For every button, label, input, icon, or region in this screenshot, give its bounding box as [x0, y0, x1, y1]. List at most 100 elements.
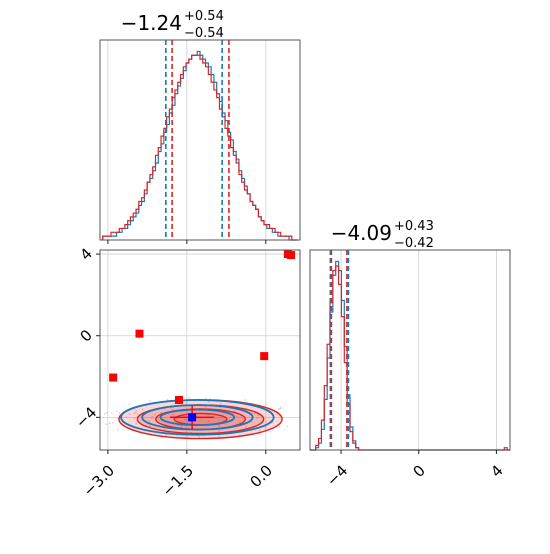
scatter-x-tick-label: −3.0 — [80, 462, 118, 500]
scatter-sample-point — [188, 396, 190, 399]
scatter-sample-point — [106, 412, 108, 414]
scatter-sample-point — [217, 425, 220, 428]
scatter-marker — [109, 373, 118, 382]
right-frame — [309, 249, 511, 451]
right-title-value: −4.09 — [331, 221, 392, 245]
scatter-sample-point — [279, 407, 282, 410]
scatter-sample-point — [264, 427, 267, 429]
scatter-panel: −3.0 −1.5 0.0 −4 0 4 — [72, 245, 301, 500]
scatter-sample-point — [133, 412, 136, 415]
scatter-sample-point — [204, 397, 207, 400]
scatter-x-tick-label: 0.0 — [246, 462, 276, 492]
scatter-sample-point — [207, 400, 210, 403]
scatter-marker — [188, 413, 197, 422]
scatter-sample-point — [118, 412, 121, 414]
right-x-tick-label: 4 — [487, 462, 506, 481]
scatter-sample-point — [278, 408, 281, 411]
top-hist-blue — [102, 50, 298, 241]
scatter-sample-point — [253, 413, 256, 416]
scatter-sample-point — [148, 420, 151, 422]
scatter-sample-point — [238, 419, 241, 422]
right-x-tick-label: −4 — [323, 462, 351, 490]
scatter-marker — [260, 352, 269, 361]
scatter-x-tick-label: −1.5 — [159, 462, 197, 500]
scatter-sample-point — [245, 426, 247, 429]
scatter-sample-point — [180, 425, 183, 428]
scatter-sample-point — [148, 425, 151, 428]
scatter-sample-point — [219, 402, 222, 405]
right-hist-red — [310, 265, 510, 451]
scatter-sample-point — [103, 413, 106, 415]
scatter-y-tick-label: 4 — [76, 245, 95, 264]
top-frame — [99, 39, 301, 241]
scatter-y-tick-label: 0 — [76, 326, 95, 345]
top-title-upper: +0.54 — [184, 9, 224, 24]
scatter-sample-point — [134, 411, 137, 414]
scatter-sample-point — [165, 434, 168, 436]
scatter-y-tick-label: −4 — [72, 403, 100, 431]
scatter-sample-point — [244, 399, 246, 401]
scatter-sample-point — [115, 410, 118, 413]
scatter-sample-point — [235, 416, 238, 418]
right-hist-blue — [310, 260, 510, 451]
scatter-sample-point — [218, 434, 221, 437]
scatter-sample-point — [265, 421, 268, 424]
scatter-sample-point — [128, 403, 131, 406]
scatter-sample-point — [154, 414, 156, 416]
scatter-sample-point — [264, 403, 267, 406]
scatter-sample-point — [279, 406, 282, 409]
scatter-sample-point — [256, 414, 259, 417]
scatter-sample-point — [136, 413, 139, 416]
scatter-sample-point — [184, 415, 187, 417]
right-histogram-panel: −4.09 +0.43 −0.42 −4 0 4 — [309, 219, 511, 490]
scatter-sample-point — [125, 416, 128, 419]
scatter-sample-point — [135, 409, 138, 412]
scatter-sample-point — [116, 417, 119, 420]
scatter-marker — [135, 329, 144, 338]
scatter-marker — [287, 251, 296, 260]
scatter-marker — [174, 396, 183, 404]
scatter-sample-point — [218, 406, 221, 409]
top-hist-red — [102, 54, 298, 241]
scatter-sample-point — [135, 422, 138, 425]
scatter-frame — [99, 249, 301, 451]
blue-contour-level — [141, 404, 254, 431]
scatter-sample-point — [207, 420, 210, 423]
scatter-sample-point — [133, 417, 136, 420]
scatter-sample-point — [286, 425, 289, 428]
top-title-value: −1.24 — [121, 11, 182, 35]
blue-contour-level — [120, 399, 275, 436]
top-title-lower: −0.54 — [184, 26, 224, 41]
right-title-lower: −0.42 — [394, 236, 434, 251]
scatter-sample-point — [204, 406, 207, 408]
right-title-upper: +0.43 — [394, 219, 434, 234]
scatter-sample-point — [269, 430, 272, 433]
blue-contour-level — [159, 408, 236, 427]
scatter-sample-point — [218, 430, 221, 433]
scatter-sample-point — [105, 423, 108, 426]
scatter-sample-point — [185, 402, 188, 405]
scatter-sample-point — [171, 413, 174, 416]
scatter-sample-point — [151, 415, 154, 418]
scatter-sample-point — [185, 401, 188, 404]
scatter-sample-point — [149, 400, 151, 402]
scatter-sample-point — [117, 428, 119, 431]
scatter-sample-point — [163, 428, 165, 431]
scatter-sample-point — [128, 413, 131, 415]
scatter-sample-point — [112, 421, 114, 424]
scatter-sample-point — [278, 426, 281, 428]
scatter-sample-point — [110, 412, 113, 414]
scatter-sample-point — [166, 398, 169, 401]
scatter-sample-point — [258, 433, 260, 436]
scatter-sample-point — [149, 416, 152, 419]
top-histogram-panel: −1.24 +0.54 −0.54 — [99, 9, 301, 244]
scatter-sample-point — [183, 418, 186, 421]
scatter-sample-point — [141, 408, 144, 411]
scatter-sample-point — [198, 436, 201, 438]
scatter-sample-point — [258, 429, 261, 432]
right-x-tick-label: 0 — [410, 462, 429, 481]
scatter-sample-point — [151, 417, 153, 420]
scatter-sample-point — [251, 420, 253, 423]
